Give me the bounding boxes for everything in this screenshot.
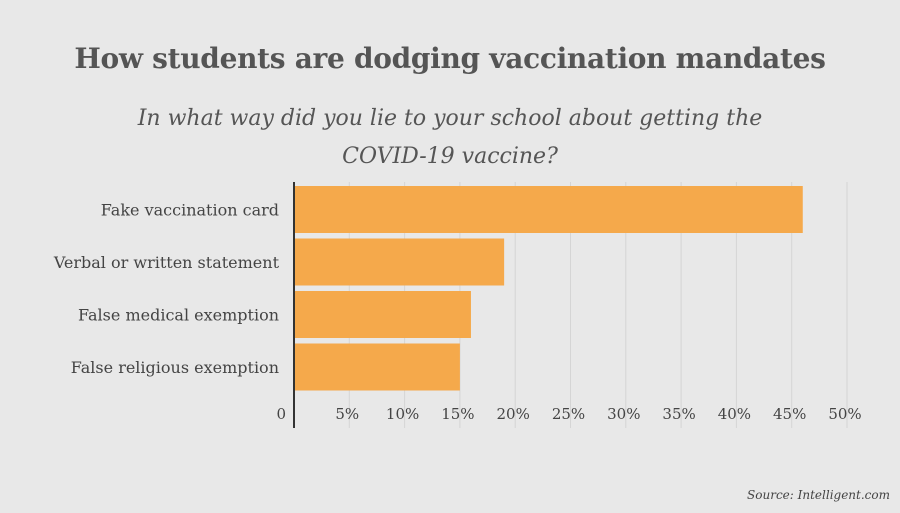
- category-labels: Fake vaccination card Verbal or written s…: [53, 201, 280, 378]
- category-label: False religious exemption: [71, 358, 279, 377]
- x-tick-label: 10%: [386, 405, 419, 423]
- category-label: Fake vaccination card: [101, 201, 279, 220]
- chart-title: How students are dodging vaccination man…: [74, 42, 826, 75]
- chart-subtitle: In what way did you lie to your school a…: [137, 106, 763, 169]
- x-tick-label: 15%: [441, 405, 474, 423]
- x-tick-labels: 0 5% 10% 15% 20% 25% 30% 35% 40% 45% 50%: [276, 405, 861, 423]
- x-tick-label: 25%: [552, 405, 585, 423]
- bar: [294, 238, 505, 286]
- x-tick-label: 50%: [828, 405, 861, 423]
- category-label: False medical exemption: [78, 306, 279, 325]
- x-tick-label: 20%: [497, 405, 530, 423]
- bars: [294, 186, 803, 391]
- x-tick-label: 30%: [607, 405, 640, 423]
- x-tick-label: 0: [276, 405, 286, 423]
- x-tick-label: 40%: [718, 405, 751, 423]
- x-tick-label: 5%: [335, 405, 359, 423]
- bar: [294, 343, 460, 391]
- bar: [294, 291, 471, 338]
- bar: [294, 186, 803, 233]
- x-tick-label: 35%: [662, 405, 695, 423]
- category-label: Verbal or written statement: [53, 253, 280, 272]
- x-tick-label: 45%: [773, 405, 806, 423]
- source-note: Source: Intelligent.com: [747, 488, 890, 502]
